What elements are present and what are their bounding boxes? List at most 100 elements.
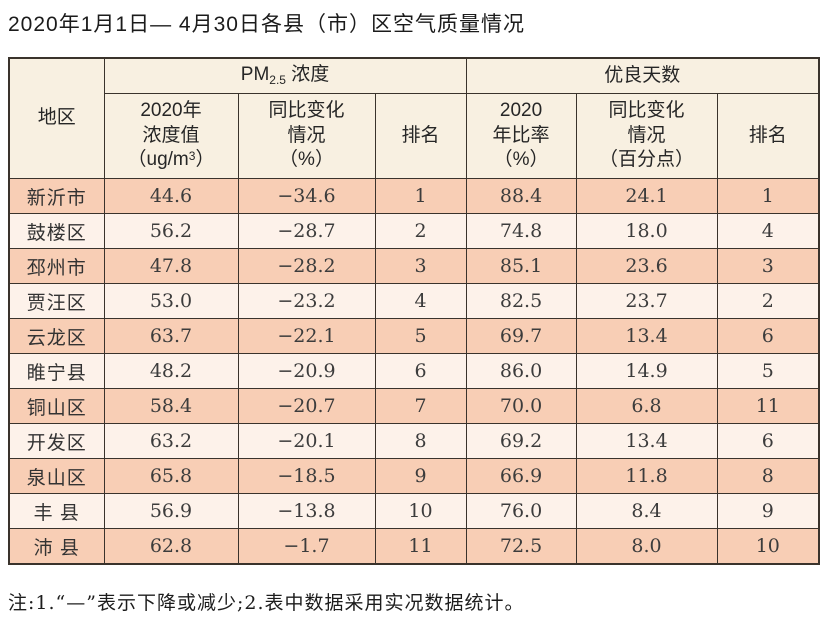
pm-value-cell: 48.2 (103, 353, 239, 389)
days-change-cell: 14.9 (575, 353, 718, 389)
days-rate-cell: 74.8 (465, 213, 577, 249)
page-title: 2020年1月1日— 4月30日各县（市）区空气质量情况 (8, 13, 525, 36)
pm-rank-cell: 9 (374, 458, 467, 494)
days-rate-cell: 69.7 (465, 318, 577, 354)
col-header-pm-value: 2020年 浓度值 （ug/m3） (103, 93, 239, 179)
days-change-cell: 24.1 (575, 178, 718, 214)
days-rank-cell: 10 (716, 528, 820, 565)
pm-change-cell: −13.8 (237, 493, 376, 529)
region-cell: 贾汪区 (8, 283, 105, 319)
region-cell: 泉山区 (8, 458, 105, 494)
pm-value-cell: 65.8 (103, 458, 239, 494)
days-change-cell: 11.8 (575, 458, 718, 494)
days-rank-cell: 9 (716, 493, 820, 529)
days-change-cell: 13.4 (575, 318, 718, 354)
table-row: 邳州市 47.8 −28.2 3 85.1 23.6 3 (8, 248, 820, 284)
pm-value-cell: 58.4 (103, 388, 239, 424)
pm-value-cell: 44.6 (103, 178, 239, 214)
pm-rank-cell: 1 (374, 178, 467, 214)
pm-change-cell: −20.7 (237, 388, 376, 424)
table-row: 开发区 63.2 −20.1 8 69.2 13.4 6 (8, 423, 820, 459)
pm-change-cell: −34.6 (237, 178, 376, 214)
pm-change-cell: −20.1 (237, 423, 376, 459)
days-change-cell: 13.4 (575, 423, 718, 459)
pm-rank-cell: 4 (374, 283, 467, 319)
region-cell: 铜山区 (8, 388, 105, 424)
col-header-pm-change: 同比变化 情况 （%） (237, 93, 376, 179)
days-rate-cell: 86.0 (465, 353, 577, 389)
col-header-days-rate: 2020 年比率 （%） (465, 93, 577, 179)
header-row-columns: 2020年 浓度值 （ug/m3） 同比变化 情况 （%） 排名 2020 年比率 （%） … (9, 93, 820, 179)
cubic-superscript: 3 (188, 149, 196, 164)
pm-rank-cell: 11 (374, 528, 467, 565)
table-body: 新沂市 44.6 −34.6 1 88.4 24.1 1 鼓楼区 56.2 −2… (8, 178, 820, 565)
pm-change-cell: −18.5 (237, 458, 376, 494)
days-rate-cell: 66.9 (465, 458, 577, 494)
table-row: 贾汪区 53.0 −23.2 4 82.5 23.7 2 (8, 283, 820, 319)
pm-value-cell: 63.7 (103, 318, 239, 354)
days-rate-cell: 72.5 (465, 528, 577, 565)
table-row: 丰 县 56.9 −13.8 10 76.0 8.4 9 (8, 493, 820, 529)
pm-change-cell: −1.7 (237, 528, 376, 565)
days-rate-cell: 76.0 (465, 493, 577, 529)
pm-value-cell: 47.8 (103, 248, 239, 284)
days-change-cell: 6.8 (575, 388, 718, 424)
pm-value-cell: 53.0 (103, 283, 239, 319)
col-header-days-change: 同比变化 情况 （百分点） (575, 93, 718, 179)
pm-change-cell: −23.2 (237, 283, 376, 319)
days-rank-cell: 4 (716, 213, 820, 249)
days-change-cell: 23.7 (575, 283, 718, 319)
days-change-cell: 23.6 (575, 248, 718, 284)
days-rank-cell: 2 (716, 283, 820, 319)
table-row: 沛 县 62.8 −1.7 11 72.5 8.0 10 (8, 528, 820, 565)
days-rate-cell: 70.0 (465, 388, 577, 424)
region-cell: 邳州市 (8, 248, 105, 284)
pm-value-cell: 56.2 (103, 213, 239, 249)
air-quality-table: 地区 PM2.5 浓度 优良天数 2020年 浓度值 （ug/m3） 同比变化 情况（… (8, 57, 821, 565)
table-row: 鼓楼区 56.2 −28.7 2 74.8 18.0 4 (8, 213, 820, 249)
pm-change-cell: −22.1 (237, 318, 376, 354)
footnote: 注:1.“—”表示下降或减少;2.表中数据采用实况数据统计。 (8, 592, 525, 614)
region-cell: 睢宁县 (8, 353, 105, 389)
pm-rank-cell: 6 (374, 353, 467, 389)
col-group-pm25: PM2.5 浓度 (103, 57, 467, 94)
days-rate-cell: 85.1 (465, 248, 577, 284)
pm-rank-cell: 10 (374, 493, 467, 529)
pm-rank-cell: 7 (374, 388, 467, 424)
region-cell: 丰 县 (8, 493, 105, 529)
region-cell: 云龙区 (8, 318, 105, 354)
days-rate-cell: 88.4 (465, 178, 577, 214)
pm-rank-cell: 3 (374, 248, 467, 284)
pm25-label-subscript: 2.5 (269, 73, 286, 88)
col-header-region: 地区 (8, 57, 105, 179)
pm25-label-suffix: 浓度 (285, 64, 330, 86)
table-row: 新沂市 44.6 −34.6 1 88.4 24.1 1 (8, 178, 820, 214)
days-change-cell: 8.0 (575, 528, 718, 565)
table-row: 睢宁县 48.2 −20.9 6 86.0 14.9 5 (8, 353, 820, 389)
days-rank-cell: 11 (716, 388, 820, 424)
pm-value-cell: 63.2 (103, 423, 239, 459)
region-cell: 沛 县 (8, 528, 105, 565)
days-change-cell: 18.0 (575, 213, 718, 249)
pm-rank-cell: 8 (374, 423, 467, 459)
region-cell: 鼓楼区 (8, 213, 105, 249)
pm-value-cell: 56.9 (103, 493, 239, 529)
col-header-pm-rank: 排名 (374, 93, 467, 179)
pm-rank-cell: 5 (374, 318, 467, 354)
days-rank-cell: 1 (716, 178, 820, 214)
days-change-cell: 8.4 (575, 493, 718, 529)
days-rate-cell: 82.5 (465, 283, 577, 319)
pm-value-cell: 62.8 (103, 528, 239, 565)
days-rank-cell: 8 (716, 458, 820, 494)
pm25-label-prefix: PM (240, 64, 270, 86)
pm-change-cell: −28.7 (237, 213, 376, 249)
days-rank-cell: 6 (716, 423, 820, 459)
table-header: 地区 PM2.5 浓度 优良天数 2020年 浓度值 （ug/m3） 同比变化 情况（… (8, 57, 820, 179)
region-cell: 新沂市 (8, 178, 105, 214)
region-cell: 开发区 (8, 423, 105, 459)
table-row: 铜山区 58.4 −20.7 7 70.0 6.8 11 (8, 388, 820, 424)
days-rate-cell: 69.2 (465, 423, 577, 459)
pm-rank-cell: 2 (374, 213, 467, 249)
days-rank-cell: 5 (716, 353, 820, 389)
